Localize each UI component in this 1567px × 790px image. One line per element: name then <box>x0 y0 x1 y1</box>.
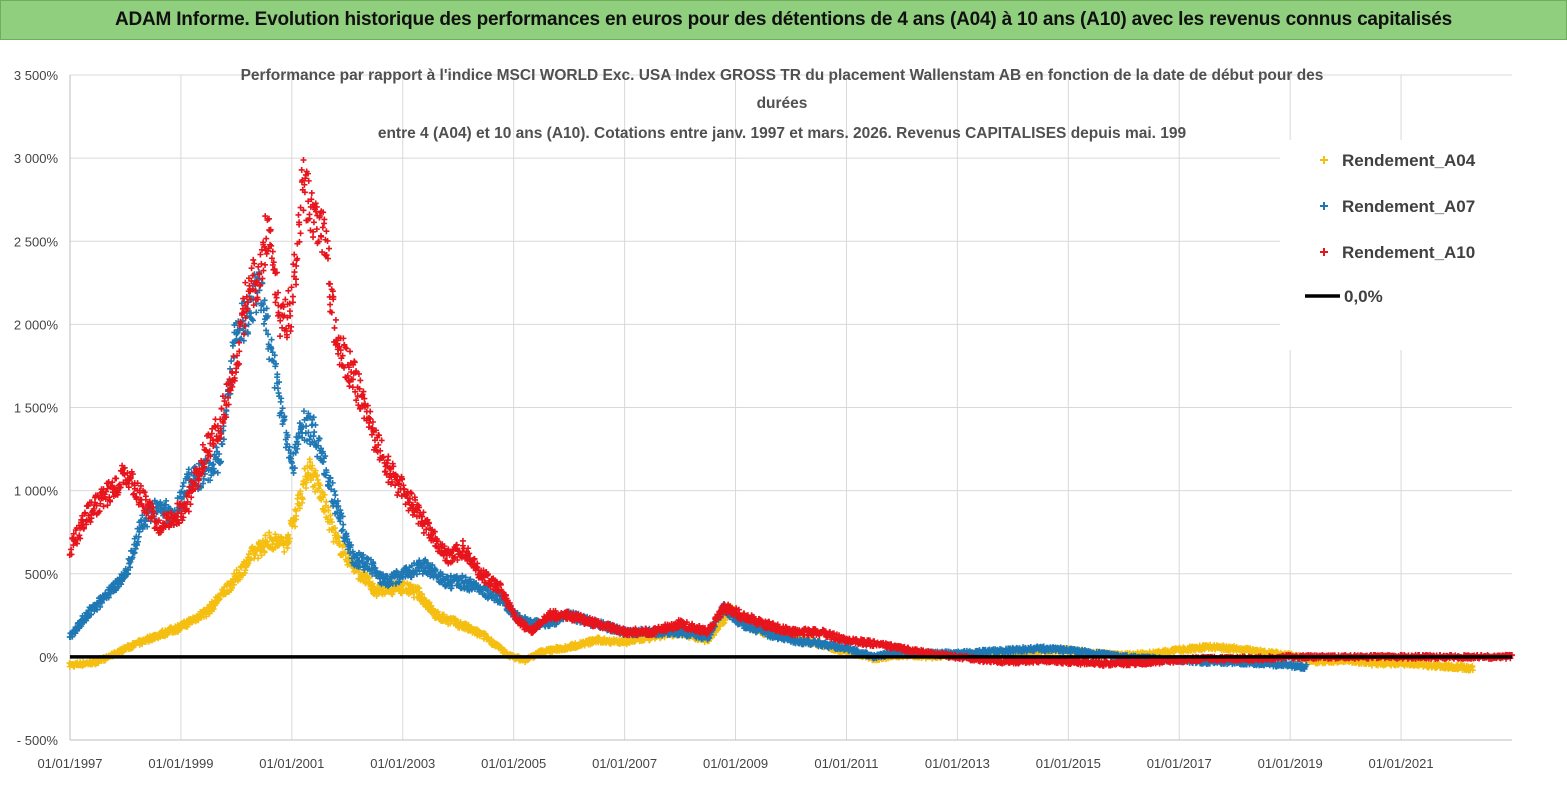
x-tick-label: 01/01/2007 <box>592 756 657 771</box>
y-axis-ticks: - 500% 0% 500% 1 000% 1 500% 2 000% 2 500% 3 00… <box>14 68 59 748</box>
data-point <box>236 576 243 583</box>
x-tick-label: 01/01/2011 <box>814 756 878 771</box>
data-point <box>317 482 324 489</box>
data-point <box>330 538 337 545</box>
data-point <box>332 529 339 536</box>
y-tick-label: 2 500% <box>14 234 59 249</box>
data-point <box>258 552 265 559</box>
data-point <box>309 462 316 469</box>
x-tick-label: 01/01/2005 <box>481 756 546 771</box>
data-point <box>342 551 349 558</box>
banner-title: ADAM Informe. Evolution historique des p… <box>114 9 1453 30</box>
x-tick-label: 01/01/1997 <box>37 756 102 771</box>
data-point <box>281 548 288 555</box>
data-point <box>228 584 235 591</box>
data-point <box>285 531 292 538</box>
data-point <box>297 490 304 497</box>
data-point <box>310 474 317 481</box>
data-point <box>262 532 269 539</box>
data-point <box>255 555 262 562</box>
x-tick-label: 01/01/2017 <box>1147 756 1212 771</box>
data-point <box>311 482 318 489</box>
x-axis-ticks: 01/01/1997 01/01/1999 01/01/2001 01/01/2003… <box>37 756 1433 771</box>
data-point <box>209 605 216 612</box>
x-tick-label: 01/01/2021 <box>1369 756 1434 771</box>
data-point <box>296 505 303 512</box>
data-point <box>366 574 373 581</box>
data-point <box>216 595 223 602</box>
data-point <box>344 561 351 568</box>
y-tick-label: 3 000% <box>14 151 59 166</box>
data-point <box>291 523 298 530</box>
data-point <box>210 606 217 613</box>
x-tick-label: 01/01/2015 <box>1036 756 1101 771</box>
chart-banner: ADAM Informe. Evolution historique des p… <box>0 0 1567 40</box>
x-tick-label: 01/01/2013 <box>925 756 990 771</box>
y-tick-label: 3 500% <box>14 68 59 83</box>
performance-chart: - 500% 0% 500% 1 000% 1 500% 2 000% 2 500% 3 00… <box>0 40 1567 790</box>
data-point <box>252 552 259 559</box>
data-point <box>299 496 306 503</box>
data-point <box>335 533 342 540</box>
x-tick-label: 01/01/1999 <box>148 756 213 771</box>
data-point <box>300 480 307 487</box>
data-point <box>245 551 252 558</box>
data-point <box>261 549 268 556</box>
y-tick-label: 1 000% <box>14 484 59 499</box>
data-point <box>321 491 328 498</box>
data-point <box>312 467 319 474</box>
x-tick-label: 01/01/2003 <box>370 756 435 771</box>
data-point <box>328 519 335 526</box>
y-tick-label: 2 000% <box>14 317 59 332</box>
y-tick-label: 0% <box>39 650 58 665</box>
data-point <box>230 581 237 588</box>
data-point <box>184 623 191 630</box>
data-point <box>306 456 313 463</box>
data-point <box>323 498 330 505</box>
x-tick-label: 01/01/2019 <box>1258 756 1323 771</box>
y-tick-label: - 500% <box>17 733 59 748</box>
data-point <box>286 538 293 545</box>
data-point <box>293 507 300 514</box>
data-point <box>302 484 309 491</box>
data-point <box>242 567 249 574</box>
data-point <box>266 529 273 536</box>
data-point <box>119 649 126 656</box>
data-point <box>314 476 321 483</box>
x-tick-label: 01/01/2009 <box>703 756 768 771</box>
data-point <box>325 504 332 511</box>
y-tick-label: 1 500% <box>14 401 59 416</box>
x-tick-label: 01/01/2001 <box>259 756 324 771</box>
y-tick-label: 500% <box>25 567 59 582</box>
data-point <box>245 560 252 567</box>
